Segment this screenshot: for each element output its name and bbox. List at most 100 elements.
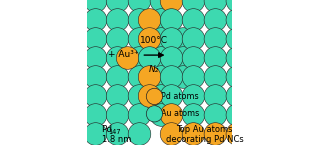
Circle shape <box>160 85 183 107</box>
Circle shape <box>204 66 227 88</box>
Circle shape <box>106 66 129 88</box>
Circle shape <box>41 9 63 31</box>
Circle shape <box>182 0 205 12</box>
Circle shape <box>182 66 205 88</box>
Circle shape <box>84 47 107 69</box>
Circle shape <box>204 47 227 69</box>
Text: Top Au atoms: Top Au atoms <box>176 125 233 134</box>
Circle shape <box>128 66 151 88</box>
Circle shape <box>106 47 129 69</box>
Circle shape <box>248 28 271 50</box>
Circle shape <box>150 85 173 107</box>
Circle shape <box>41 28 63 50</box>
Circle shape <box>204 104 227 126</box>
Circle shape <box>226 47 249 69</box>
Circle shape <box>62 85 85 107</box>
Circle shape <box>172 66 195 88</box>
Circle shape <box>146 88 163 105</box>
Circle shape <box>150 9 173 31</box>
Circle shape <box>226 85 249 107</box>
Circle shape <box>160 28 183 50</box>
Circle shape <box>248 104 271 126</box>
Circle shape <box>182 9 205 31</box>
Circle shape <box>270 66 293 88</box>
Circle shape <box>128 9 151 31</box>
Circle shape <box>150 47 173 69</box>
Circle shape <box>248 9 271 31</box>
Circle shape <box>270 28 293 50</box>
Circle shape <box>182 28 205 50</box>
Circle shape <box>62 66 85 88</box>
Circle shape <box>150 0 173 12</box>
Circle shape <box>226 123 249 145</box>
Circle shape <box>62 28 85 50</box>
Circle shape <box>204 28 227 50</box>
Circle shape <box>160 47 183 69</box>
Text: 100°C: 100°C <box>140 36 168 45</box>
Circle shape <box>62 0 85 12</box>
Circle shape <box>106 9 129 31</box>
Circle shape <box>128 28 151 50</box>
Text: N₂: N₂ <box>149 65 160 74</box>
Circle shape <box>106 104 129 126</box>
Text: 147: 147 <box>108 129 121 135</box>
Circle shape <box>160 104 183 126</box>
Circle shape <box>182 123 205 145</box>
Circle shape <box>84 0 107 12</box>
Circle shape <box>138 9 161 31</box>
Circle shape <box>204 9 227 31</box>
Circle shape <box>172 28 195 50</box>
Text: Au atoms: Au atoms <box>161 109 199 118</box>
Circle shape <box>62 47 85 69</box>
Circle shape <box>150 66 173 88</box>
Circle shape <box>84 66 107 88</box>
Circle shape <box>204 85 227 107</box>
Circle shape <box>182 85 205 107</box>
Circle shape <box>138 28 161 50</box>
Circle shape <box>62 9 85 31</box>
Text: Pd: Pd <box>101 125 112 134</box>
Circle shape <box>41 47 63 69</box>
Circle shape <box>128 104 151 126</box>
Circle shape <box>106 123 129 145</box>
Circle shape <box>204 123 227 145</box>
Circle shape <box>128 85 151 107</box>
Circle shape <box>106 85 129 107</box>
Circle shape <box>248 0 271 12</box>
Circle shape <box>226 9 249 31</box>
Circle shape <box>226 104 249 126</box>
Circle shape <box>128 47 151 69</box>
Circle shape <box>106 28 129 50</box>
Circle shape <box>248 85 271 107</box>
Circle shape <box>41 66 63 88</box>
Circle shape <box>84 85 107 107</box>
Circle shape <box>226 28 249 50</box>
Text: 1.8 nm: 1.8 nm <box>102 135 132 144</box>
Circle shape <box>270 47 293 69</box>
Circle shape <box>128 123 151 145</box>
Circle shape <box>226 0 249 12</box>
Circle shape <box>138 47 161 69</box>
Circle shape <box>84 123 107 145</box>
Circle shape <box>172 47 195 69</box>
Circle shape <box>204 0 227 12</box>
Text: + Au³⁺: + Au³⁺ <box>108 50 138 59</box>
Circle shape <box>62 104 85 126</box>
Circle shape <box>150 28 173 50</box>
Circle shape <box>150 104 173 126</box>
Circle shape <box>41 85 63 107</box>
Text: decorating Pd NCs: decorating Pd NCs <box>166 135 243 144</box>
Circle shape <box>248 66 271 88</box>
Circle shape <box>138 85 161 107</box>
Circle shape <box>138 66 161 88</box>
Circle shape <box>62 123 85 145</box>
Text: Pd atoms: Pd atoms <box>161 92 198 101</box>
Circle shape <box>160 123 183 145</box>
Circle shape <box>146 106 163 122</box>
Circle shape <box>116 47 139 69</box>
Circle shape <box>248 47 271 69</box>
Circle shape <box>160 9 183 31</box>
Circle shape <box>84 28 107 50</box>
Circle shape <box>182 104 205 126</box>
Circle shape <box>84 104 107 126</box>
